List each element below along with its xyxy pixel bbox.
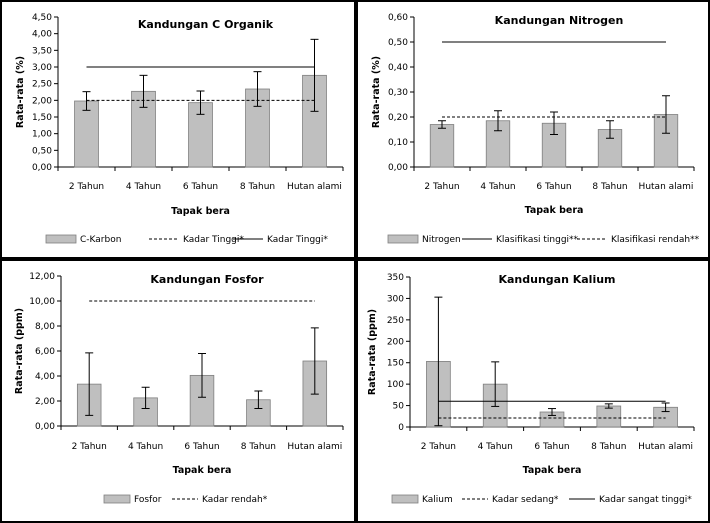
legend-label: Klasifikasi tinggi**	[496, 235, 579, 245]
y-tick-label: 2,50	[32, 80, 52, 90]
x-axis-label: Tapak bera	[525, 205, 584, 216]
y-tick-label: 3,00	[32, 63, 52, 73]
x-axis-label: Tapak bera	[173, 465, 232, 476]
y-tick-label: 0,50	[32, 146, 52, 156]
x-tick-label: 6 Tahun	[183, 182, 218, 192]
legend-label: Kadar Tinggi*	[267, 235, 328, 245]
x-tick-label: 6 Tahun	[184, 442, 219, 452]
legend-label: Kalium	[422, 495, 453, 505]
chart-title: Kandungan Fosfor	[150, 273, 264, 286]
chart-panel-fosfor: Kandungan Fosfor 0,00 2,00 4,00 6,00 8,00 10,0…	[0, 259, 356, 523]
y-tick-label: 1,00	[32, 130, 52, 140]
legend-label: Fosfor	[134, 495, 162, 505]
y-tick-label: 0,60	[388, 13, 408, 23]
y-tick-label: 2,00	[35, 397, 55, 407]
y-tick-label: 0,40	[388, 63, 408, 73]
chart-panel-c-organik: Kandungan C Organik 0,00 0,50 1,00 1,50 2,00 2…	[0, 0, 356, 259]
x-tick-label: 8 Tahun	[592, 182, 627, 192]
legend-swatch	[45, 234, 77, 244]
chart-title: Kandungan Nitrogen	[495, 14, 624, 27]
x-tick-label: 8 Tahun	[591, 442, 626, 452]
x-tick-label: 2 Tahun	[424, 182, 459, 192]
y-tick-label: 0,30	[388, 88, 408, 98]
y-tick-label: 8,00	[35, 322, 55, 332]
chart-svg: Kandungan C Organik 0,00 0,50 1,00 1,50 2,00 2…	[15, 13, 344, 245]
legend-label: Kadar rendah*	[202, 495, 268, 505]
y-tick-label: 250	[387, 316, 404, 326]
legend-label: Kadar sedang*	[492, 495, 559, 505]
x-tick-label: Hutan alami	[638, 442, 693, 452]
y-tick-label: 6,00	[35, 347, 55, 357]
y-tick-label: 4,50	[32, 13, 52, 23]
legend-swatch	[103, 494, 131, 504]
x-tick-label: 4 Tahun	[478, 442, 513, 452]
bar	[74, 100, 99, 168]
x-tick-label: 6 Tahun	[534, 442, 569, 452]
bar	[429, 124, 455, 168]
bar	[596, 405, 622, 428]
x-tick-label: 4 Tahun	[480, 182, 515, 192]
chart-panel-nitrogen: Kandungan Nitrogen 0,00 0,10 0,20 0,30 0,40 0,…	[356, 0, 710, 259]
y-tick-label: 0,00	[35, 422, 55, 432]
legend-swatch	[387, 234, 419, 244]
x-tick-label: 6 Tahun	[536, 182, 571, 192]
chart-panel-kalium: Kandungan Kalium 0 50 100 150 200 250 300 350 2 T…	[356, 259, 710, 523]
y-tick-label: 1,50	[32, 113, 52, 123]
y-tick-label: 0,20	[388, 113, 408, 123]
x-tick-label: 2 Tahun	[72, 442, 107, 452]
x-tick-label: 8 Tahun	[241, 442, 276, 452]
x-tick-label: 8 Tahun	[240, 182, 275, 192]
chart-title: Kandungan C Organik	[138, 18, 274, 31]
y-tick-label: 12,00	[29, 272, 55, 282]
legend-swatch	[391, 494, 419, 504]
y-tick-label: 0,00	[388, 163, 408, 173]
x-tick-label: 2 Tahun	[69, 182, 104, 192]
y-tick-label: 350	[387, 273, 404, 283]
y-tick-label: 3,50	[32, 46, 52, 56]
y-tick-label: 50	[393, 402, 405, 412]
chart-svg: Kandungan Kalium 0 50 100 150 200 250 300 350 2 T…	[367, 273, 695, 505]
legend-label: Kadar Tinggi*	[183, 235, 244, 245]
x-axis-label: Tapak bera	[171, 206, 230, 217]
y-tick-label: 0,00	[32, 163, 52, 173]
y-tick-label: 4,00	[32, 30, 52, 40]
x-tick-label: Hutan alami	[287, 442, 342, 452]
y-axis-label: Rata-rata (%)	[371, 56, 382, 128]
y-tick-label: 100	[387, 380, 404, 390]
y-axis-label: Rata-rata (%)	[15, 56, 26, 128]
y-tick-label: 0	[398, 423, 404, 433]
y-tick-label: 150	[387, 359, 404, 369]
y-tick-label: 2,00	[32, 96, 52, 106]
x-axis-label: Tapak bera	[523, 465, 582, 476]
y-tick-label: 300	[387, 294, 404, 304]
x-tick-label: 4 Tahun	[126, 182, 161, 192]
x-tick-label: Hutan alami	[287, 182, 342, 192]
chart-svg: Kandungan Nitrogen 0,00 0,10 0,20 0,30 0,40 0,…	[371, 13, 700, 245]
y-axis-label: Rata-rata (ppm)	[367, 309, 378, 395]
x-tick-label: 4 Tahun	[128, 442, 163, 452]
y-tick-label: 10,00	[29, 297, 55, 307]
legend-label: C-Karbon	[80, 235, 121, 245]
legend-label: Nitrogen	[422, 235, 461, 245]
legend-label: Klasifikasi rendah**	[611, 235, 700, 245]
y-axis-label: Rata-rata (ppm)	[14, 308, 25, 394]
x-tick-label: Hutan alami	[639, 182, 694, 192]
x-tick-label: 2 Tahun	[421, 442, 456, 452]
y-tick-label: 0,10	[388, 138, 408, 148]
y-tick-label: 4,00	[35, 372, 55, 382]
chart-svg: Kandungan Fosfor 0,00 2,00 4,00 6,00 8,00 10,0…	[14, 272, 344, 505]
y-tick-label: 200	[387, 337, 404, 347]
chart-title: Kandungan Kalium	[498, 273, 615, 286]
legend-label: Kadar sangat tinggi*	[599, 495, 692, 505]
y-tick-label: 0,50	[388, 38, 408, 48]
